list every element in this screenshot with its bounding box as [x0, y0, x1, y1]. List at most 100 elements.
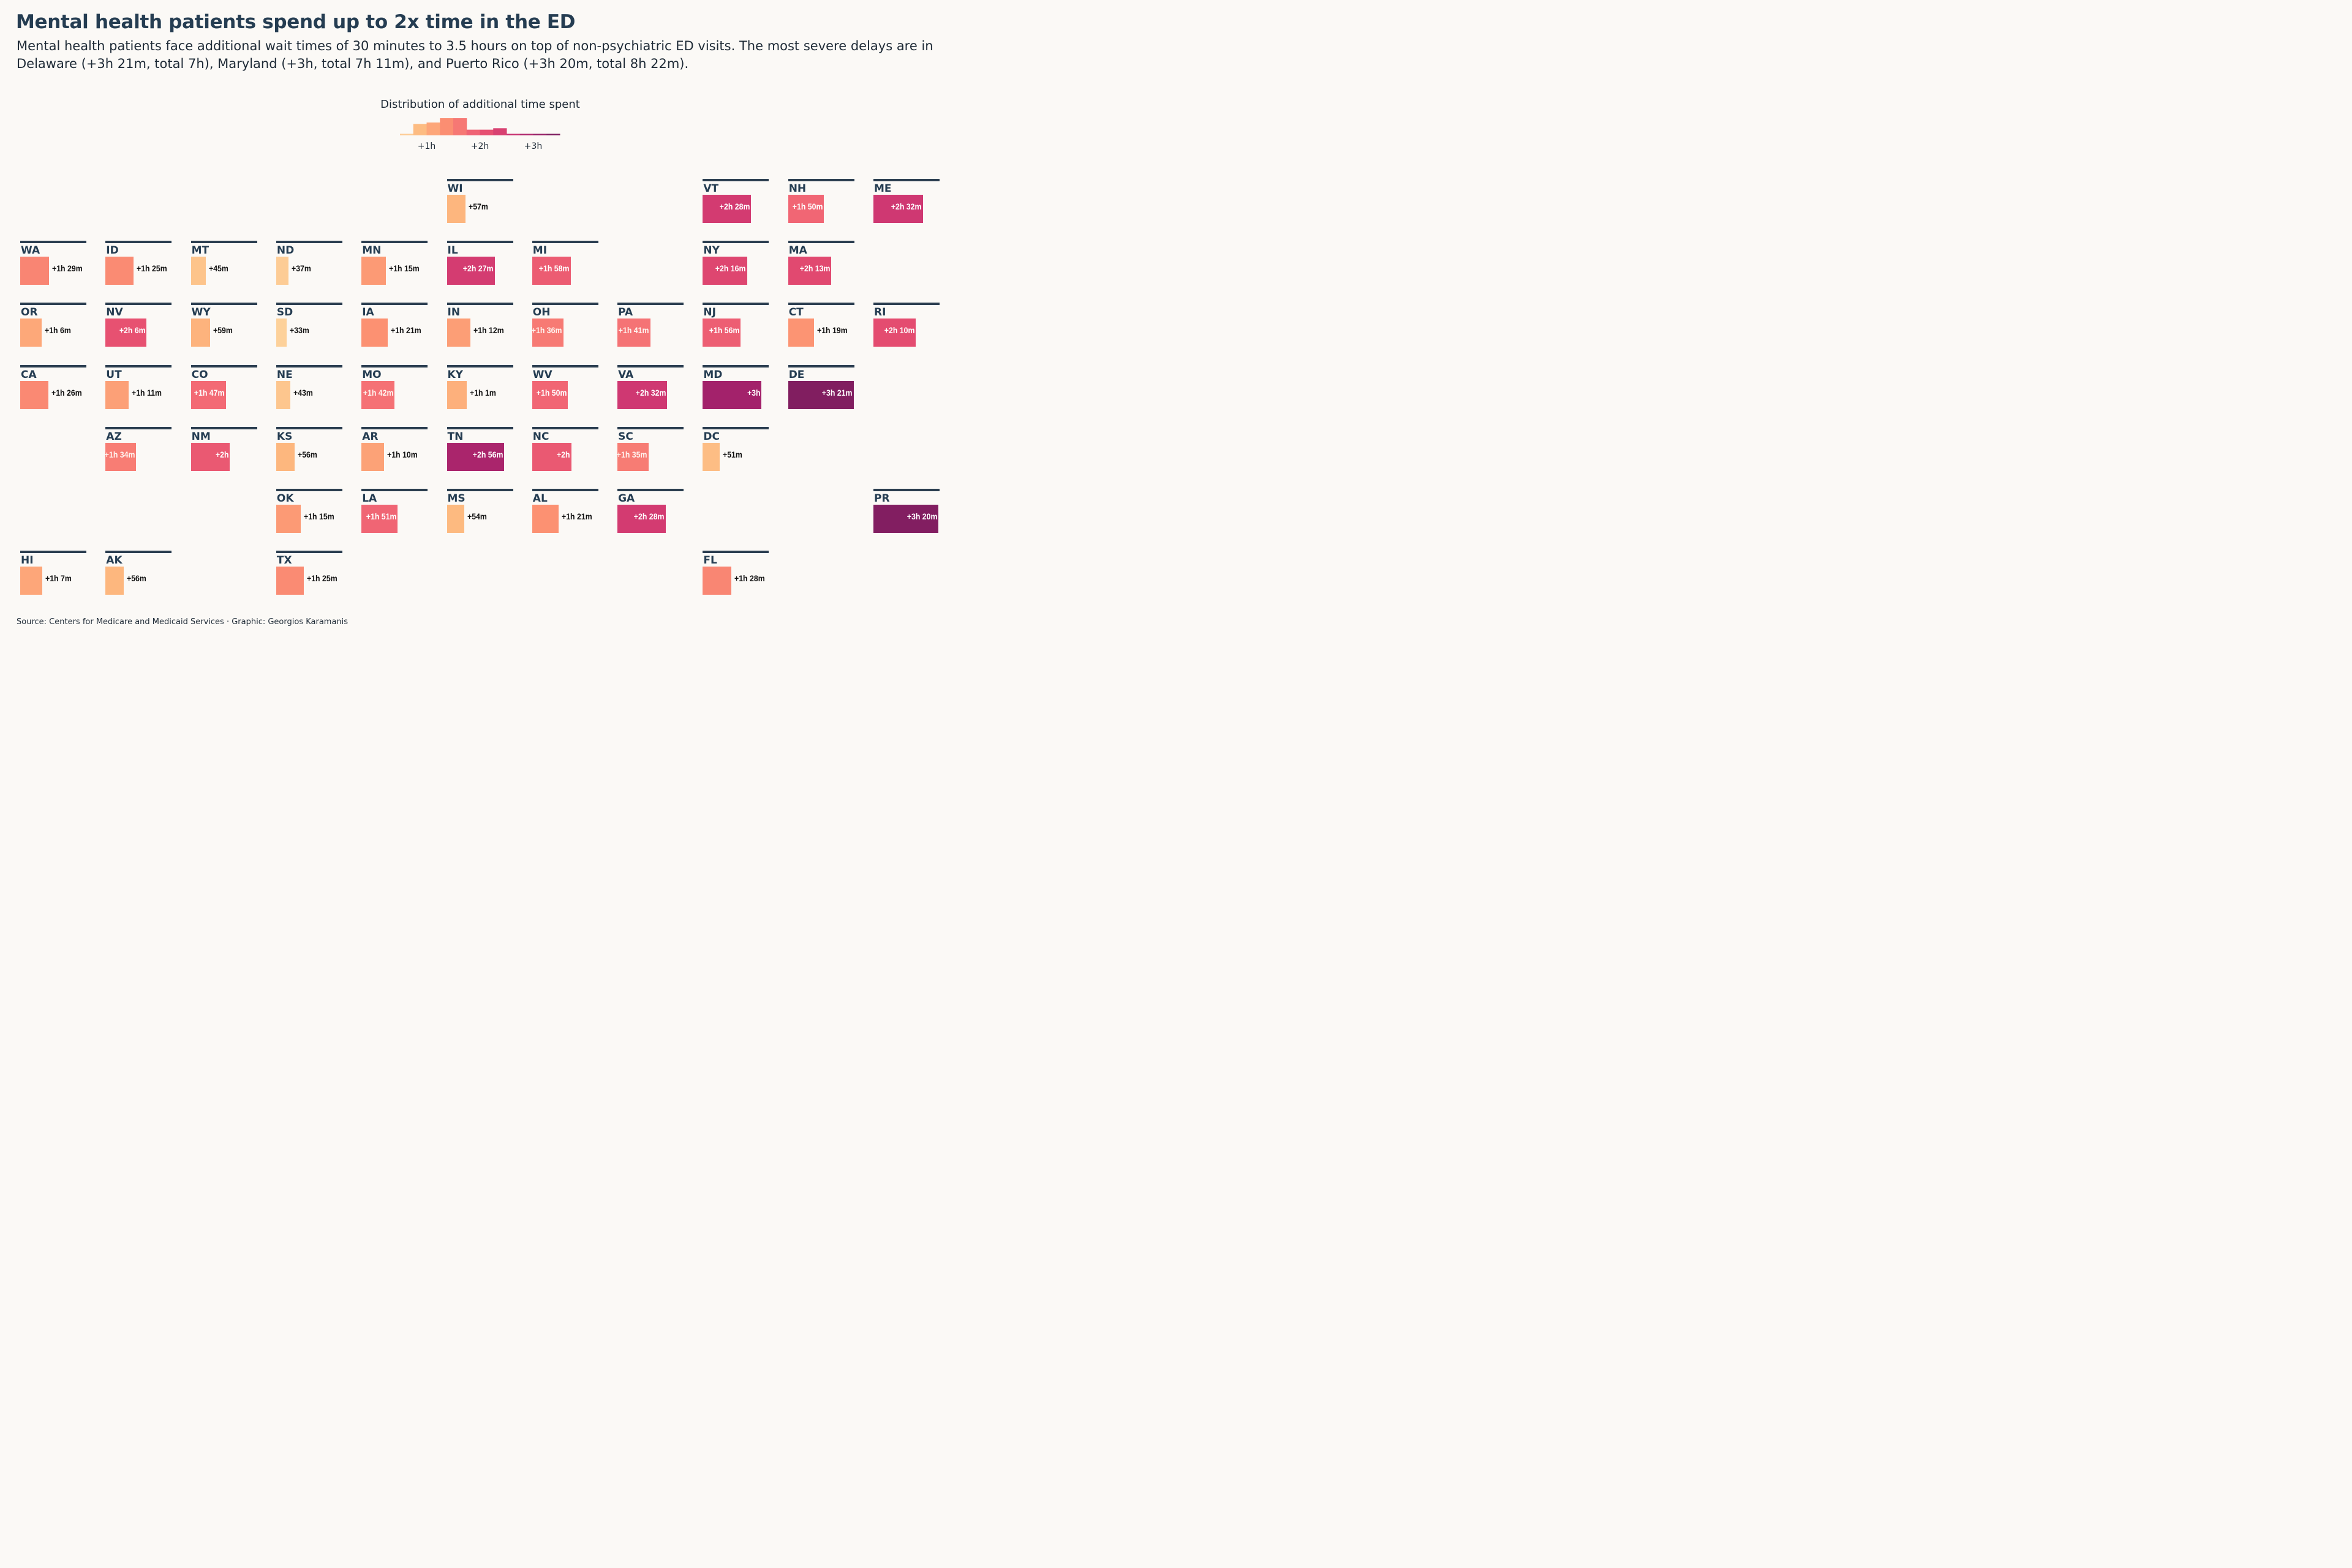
value-label: +3h 21m: [822, 387, 853, 398]
tile-rule: [788, 303, 854, 306]
state-tile-ky: KY +1h 1m: [447, 364, 513, 414]
value-label: +1h 21m: [391, 325, 421, 336]
state-tile-sc: SC +1h 35m: [617, 426, 684, 476]
value-bar: [788, 318, 814, 347]
value-bar: [532, 442, 571, 471]
value-label: +57m: [468, 202, 488, 211]
state-tile-ri: RI +2h 10m: [873, 303, 940, 352]
value-bar: [703, 318, 741, 347]
state-tile-mn: MN +1h 15m: [361, 241, 428, 290]
value-label: +43m: [293, 387, 313, 398]
value-label: +1h 1m: [469, 387, 496, 398]
tile-rule: [617, 489, 684, 491]
state-abbr: PA: [618, 306, 633, 319]
value-label: +1h 15m: [389, 263, 420, 274]
value-label: +1h 7m: [45, 573, 72, 584]
state-abbr: TN: [447, 430, 464, 443]
value-label: +1h 42m: [363, 387, 394, 398]
value-label: +1h 56m: [709, 325, 740, 336]
value-bar: [105, 380, 129, 409]
state-tile-la: LA +1h 51m: [361, 489, 428, 538]
tile-rule: [788, 179, 854, 181]
value-label: +59m: [213, 325, 233, 336]
state-abbr: NY: [703, 244, 720, 257]
state-tile-az: AZ +1h 34m: [104, 426, 172, 476]
value-label: +1h 50m: [792, 202, 823, 211]
value-bar: [190, 380, 226, 409]
tile-rule: [20, 303, 86, 306]
value-label: +2h: [557, 449, 570, 459]
value-label: +1h 25m: [307, 573, 337, 584]
state-tile-md: MD +3h: [703, 364, 769, 414]
value-bar: [361, 442, 385, 471]
tile-rule: [105, 303, 172, 306]
value-bar: [873, 195, 923, 223]
source-caption: Source: Centers for Medicare and Medicai…: [17, 617, 349, 627]
state-abbr: CT: [788, 306, 804, 319]
value-bar: [190, 257, 206, 285]
tile-rule: [447, 489, 513, 491]
state-abbr: MN: [362, 244, 382, 257]
tile-rule: [276, 241, 342, 244]
value-label: +1h 35m: [617, 449, 647, 459]
state-tile-vt: VT +2h 28m: [703, 179, 769, 228]
state-tile-me: ME +2h 32m: [873, 179, 940, 228]
state-abbr: WA: [21, 244, 40, 257]
value-bar: [276, 442, 295, 471]
value-bar: [447, 318, 470, 347]
state-abbr: KY: [447, 368, 463, 381]
state-abbr: OK: [276, 492, 294, 505]
state-abbr: FL: [703, 554, 717, 567]
value-bar: [276, 380, 290, 409]
state-abbr: GA: [618, 492, 635, 505]
state-tile-mo: MO +1h 42m: [361, 364, 428, 414]
chart-canvas: Mental health patients spend up to 2x ti…: [0, 0, 960, 640]
state-abbr: VT: [703, 183, 719, 195]
tile-rule: [617, 426, 684, 429]
value-bar: [276, 505, 301, 533]
value-label: +2h 16m: [715, 263, 746, 274]
tile-rule: [190, 426, 257, 429]
state-tile-oh: OH +1h 36m: [532, 303, 598, 352]
value-bar: [20, 318, 42, 347]
value-bar: [532, 318, 564, 347]
state-tile-wv: WV +1h 50m: [532, 364, 598, 414]
value-bar: [703, 195, 752, 223]
tile-rule: [617, 303, 684, 306]
state-tile-tn: TN +2h 56m: [447, 426, 513, 476]
state-abbr: NH: [788, 183, 807, 195]
state-tile-ny: NY +2h 16m: [703, 241, 769, 290]
value-bar: [873, 318, 916, 347]
value-label: +2h 27m: [463, 263, 494, 274]
value-bar: [532, 257, 571, 285]
state-tile-ar: AR +1h 10m: [361, 426, 428, 476]
legend-bin: [493, 128, 507, 135]
state-abbr: HI: [21, 554, 34, 567]
state-abbr: CA: [21, 368, 37, 381]
value-bar: [20, 567, 42, 595]
legend-tick-label: +1h: [418, 141, 436, 151]
state-tile-ct: CT +1h 19m: [788, 303, 854, 352]
state-tile-nc: NC +2h: [532, 426, 598, 476]
state-abbr: OR: [21, 306, 38, 319]
chart-subtitle: Mental health patients face additional w…: [17, 39, 933, 71]
value-label: +56m: [297, 449, 317, 459]
state-tile-hi: HI +1h 7m: [20, 551, 86, 600]
state-abbr: MA: [788, 244, 807, 257]
state-tile-wa: WA +1h 29m: [20, 241, 86, 290]
legend-title: Distribution of additional time spent: [380, 98, 580, 111]
value-label: +3h 20m: [907, 511, 938, 521]
value-bar: [190, 442, 230, 471]
value-bar: [703, 442, 720, 471]
state-tile-in: IN +1h 12m: [447, 303, 513, 352]
value-bar: [617, 380, 667, 409]
value-label: +1h 34m: [104, 449, 135, 459]
value-label: +2h 32m: [891, 202, 922, 211]
legend-bin: [453, 118, 467, 135]
state-abbr: MD: [703, 368, 723, 381]
state-tile-mi: MI +1h 58m: [532, 241, 598, 290]
value-bar: [617, 505, 666, 533]
tile-rule: [788, 364, 854, 368]
value-bar: [703, 257, 747, 285]
state-tile-nm: NM +2h: [190, 426, 257, 476]
